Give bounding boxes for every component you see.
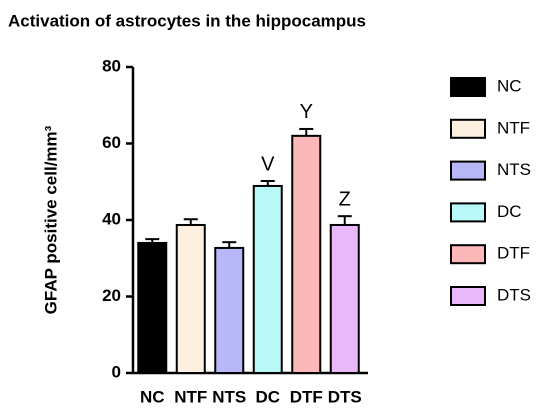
legend-swatch xyxy=(450,286,486,306)
bar xyxy=(252,184,283,374)
bar xyxy=(329,223,360,374)
legend-swatch xyxy=(450,202,486,223)
y-tick-label: 0 xyxy=(112,362,121,381)
legend-label: DC xyxy=(497,202,522,221)
legend-label: NC xyxy=(497,76,522,95)
annotation: V xyxy=(261,153,275,175)
x-tick-label: DTF xyxy=(290,387,323,406)
x-tick-label: DTS xyxy=(328,387,362,406)
annotation: Z xyxy=(339,188,351,210)
y-tick-label: 60 xyxy=(102,133,121,152)
y-axis-label: GFAP positive cell/mm³ xyxy=(41,125,60,314)
y-tick-label: 80 xyxy=(102,56,121,75)
legend-label: NTF xyxy=(497,118,530,137)
bar xyxy=(137,241,168,374)
legend-label: NTS xyxy=(497,160,531,179)
x-tick-label: NTS xyxy=(212,387,246,406)
y-tick-label: 40 xyxy=(102,209,121,228)
legend-swatch xyxy=(450,118,486,139)
x-tick-label: DC xyxy=(255,387,280,406)
legend-swatch xyxy=(450,77,486,97)
legend-swatch xyxy=(450,160,486,181)
legend-label: DTS xyxy=(497,285,531,304)
legend-label: DTF xyxy=(497,244,530,263)
bar xyxy=(175,223,206,374)
annotation: Y xyxy=(300,101,313,123)
x-tick-label: NC xyxy=(140,387,165,406)
bar xyxy=(291,134,322,374)
y-tick-label: 20 xyxy=(102,286,121,305)
chart-title: Activation of astrocytes in the hippocam… xyxy=(8,11,366,30)
legend-swatch xyxy=(450,244,486,265)
bar xyxy=(214,246,245,374)
x-tick-label: NTF xyxy=(174,387,207,406)
